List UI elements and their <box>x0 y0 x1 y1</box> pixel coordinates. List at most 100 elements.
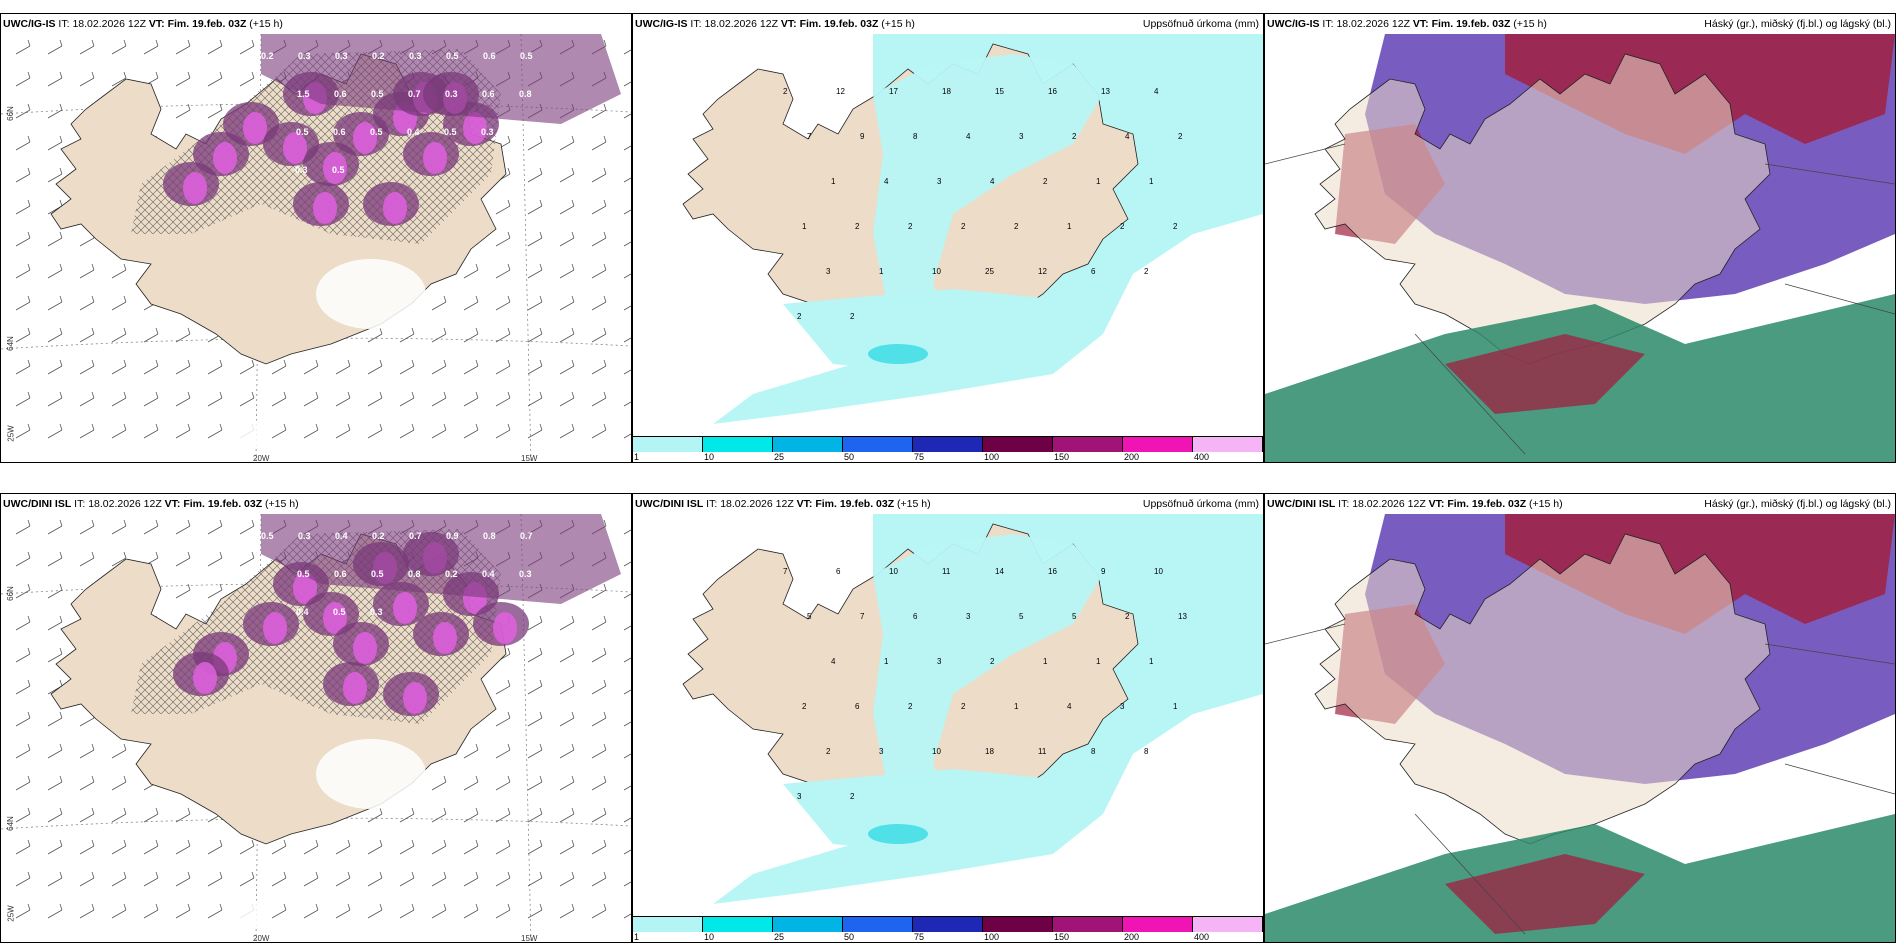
wind-barb <box>79 423 95 439</box>
wind-barb <box>111 423 127 439</box>
wind-barb <box>559 199 575 215</box>
wind-barb <box>591 199 607 215</box>
wind-barb <box>175 423 191 439</box>
wind-barb <box>591 647 607 663</box>
precip-value: 2 <box>961 222 966 231</box>
wind-barb <box>495 199 511 215</box>
wind-barb <box>15 807 31 823</box>
wind-barb <box>79 391 95 407</box>
wind-barb <box>15 39 31 55</box>
colorbar-segment <box>913 436 983 452</box>
snow-value: 0.4 <box>518 127 531 137</box>
wind-barb <box>111 39 127 55</box>
precip-map[interactable]: 7 6 10 11 14 16 9 105 7 6 3 5 5 2 134 1 3 2 1 1 12 6 2 2 1 4 3 12 3 1… <box>633 514 1263 916</box>
wind-barb <box>239 519 255 535</box>
colorbar-label: 400 <box>1194 932 1210 942</box>
wind-barb <box>143 423 159 439</box>
wind-barb <box>79 807 95 823</box>
precip-value: 2 <box>783 87 788 96</box>
precip-value: 4 <box>990 177 995 186</box>
snow-value: 1.5 <box>297 89 310 99</box>
dry-area <box>229 420 273 448</box>
wind-barb <box>623 593 631 599</box>
wind-barb <box>47 551 63 567</box>
wind-barb <box>303 391 319 407</box>
wind-barb <box>559 423 575 439</box>
wind-barb <box>623 209 631 215</box>
snow-value: 0.5 <box>370 127 383 137</box>
cloud-map[interactable] <box>1265 34 1895 462</box>
precip-value: 15 <box>995 87 1004 96</box>
precip-value: 1 <box>802 222 807 231</box>
wind-barb <box>623 145 631 151</box>
wind-barb <box>399 807 415 823</box>
snow-core <box>263 612 287 644</box>
wind-barb <box>495 359 511 375</box>
snow-value: 0.5 <box>520 51 533 61</box>
wind-barb <box>271 391 287 407</box>
snow-wind-map[interactable]: 0.5 0.3 0.4 0.2 0.7 0.9 0.8 0.7 0.5 0.6 0.5 0.8 0.2 0… <box>1 514 631 942</box>
wind-barb <box>335 839 351 855</box>
wind-barb <box>79 775 95 791</box>
colorbar-segment <box>1193 916 1263 932</box>
wind-barb <box>47 743 63 759</box>
snow-value: 0.5 <box>333 607 346 617</box>
colorbar-label: 400 <box>1194 452 1210 462</box>
iceland-land <box>1314 533 1771 845</box>
wind-barb <box>79 871 95 887</box>
wind-barb <box>47 135 63 151</box>
wind-barb <box>15 871 31 887</box>
precip-colorbar: 1 10 25 50 75 100 150 200 400 <box>633 916 1263 942</box>
wind-barb <box>623 817 631 823</box>
wind-barb <box>79 519 95 535</box>
colorbar-label: 1 <box>634 452 640 462</box>
snow-wind-map[interactable]: 0.2 0.3 0.3 0.2 0.3 0.5 0.6 0.5 1.5 0.6 0.5 0.7 0.3 0… <box>1 34 631 462</box>
snow-value: 0.5 <box>332 165 345 175</box>
wind-barb <box>15 647 31 663</box>
wind-barb <box>47 583 63 599</box>
precip-value: 5 <box>1019 612 1024 621</box>
wind-barb <box>143 839 159 855</box>
panel-header: UWC/DINI ISL IT: 18.02.2026 12Z VT: Fim.… <box>635 498 931 510</box>
snow-core <box>353 122 377 154</box>
panel-cloud-bottom: UWC/DINI ISL IT: 18.02.2026 12Z VT: Fim.… <box>1264 493 1896 943</box>
snow-core <box>343 672 367 704</box>
precip-value: 5 <box>807 612 812 621</box>
wind-barb <box>239 39 255 55</box>
wind-barb <box>463 391 479 407</box>
precip-value: 9 <box>1101 567 1106 576</box>
wind-barb <box>111 71 127 87</box>
wind-barb <box>175 391 191 407</box>
wind-barb <box>207 583 223 599</box>
wind-barb <box>559 775 575 791</box>
snow-core <box>213 142 237 174</box>
wind-barb <box>559 231 575 247</box>
wind-barb <box>591 167 607 183</box>
precip-value: 1 <box>1096 657 1101 666</box>
precip-value: 2 <box>961 702 966 711</box>
precip-value: 4 <box>1067 702 1072 711</box>
precip-map[interactable]: 2 12 17 18 15 16 13 47 9 8 4 3 2 4 21 4 3 4 2 1 11 2 2 2 2 1 2 23 1 1… <box>633 34 1263 436</box>
precip-value: 2 <box>850 792 855 801</box>
precip-value: 2 <box>908 222 913 231</box>
cloud-map[interactable] <box>1265 514 1895 942</box>
wind-barb <box>527 167 543 183</box>
wind-barb <box>15 903 31 919</box>
precip-inland <box>873 54 1103 354</box>
wind-barb <box>15 167 31 183</box>
wind-barb <box>559 263 575 279</box>
colorbar-segment <box>983 916 1053 932</box>
snow-core <box>183 172 207 204</box>
panel-title: Háský (gr.), miðský (fj.bl.) og lágský (… <box>1704 498 1891 510</box>
wind-barb <box>111 263 127 279</box>
wind-barb <box>399 391 415 407</box>
colorbar-label: 25 <box>774 452 785 462</box>
wind-barb <box>559 903 575 919</box>
snow-value: 0.6 <box>333 127 346 137</box>
wind-barb <box>463 775 479 791</box>
wind-barb <box>559 647 575 663</box>
precip-value: 4 <box>1125 132 1130 141</box>
precip-value: 2 <box>990 657 995 666</box>
colorbar-segment <box>773 436 843 452</box>
colorbar-segment <box>633 436 703 452</box>
